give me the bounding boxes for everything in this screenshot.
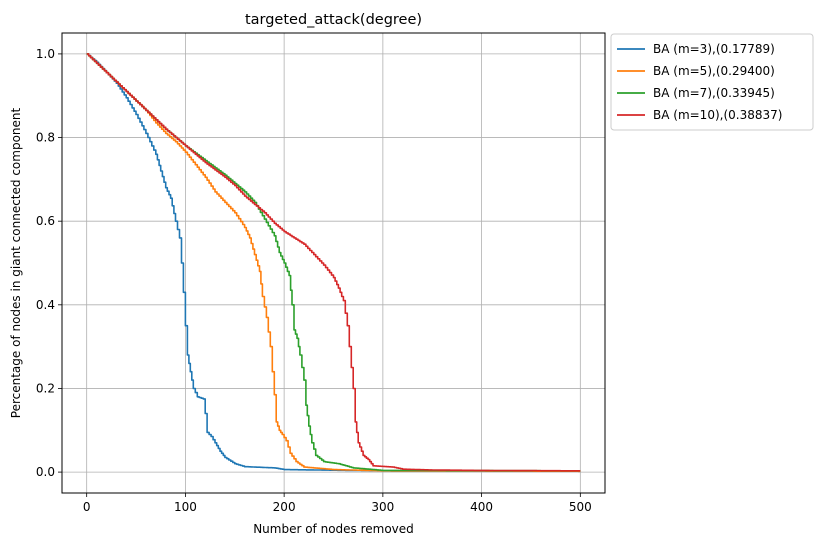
legend-label: BA (m=3),(0.17789) xyxy=(653,42,775,56)
x-tick-label: 100 xyxy=(174,500,197,514)
y-tick-label: 0.8 xyxy=(36,131,55,145)
legend-label: BA (m=10),(0.38837) xyxy=(653,108,782,122)
legend-label: BA (m=5),(0.29400) xyxy=(653,64,775,78)
x-tick-label: 400 xyxy=(470,500,493,514)
series-layer xyxy=(86,53,581,473)
y-tick-label: 0.4 xyxy=(36,298,55,312)
y-tick-label: 0.6 xyxy=(36,214,55,228)
y-tick-label: 0.0 xyxy=(36,465,55,479)
y-tick-label: 1.0 xyxy=(36,47,55,61)
x-tick-label: 500 xyxy=(569,500,592,514)
x-tick-label: 200 xyxy=(273,500,296,514)
legend: BA (m=3),(0.17789) BA (m=5),(0.29400) BA (… xyxy=(610,33,814,131)
x-tick-label: 0 xyxy=(83,500,91,514)
legend-label: BA (m=7),(0.33945) xyxy=(653,86,775,100)
y-tick-label: 0.2 xyxy=(36,381,55,395)
y-axis: 0.0 0.2 0.4 0.6 0.8 1.0 xyxy=(36,47,62,479)
legend-box xyxy=(610,33,814,131)
plot-frame xyxy=(61,32,606,494)
x-tick-label: 300 xyxy=(371,500,394,514)
x-axis-label: Number of nodes removed xyxy=(253,522,414,536)
chart-title: targeted_attack(degree) xyxy=(245,12,422,28)
y-axis-label: Percentage of nodes in giant connected c… xyxy=(9,107,23,418)
x-axis: 0 100 200 300 400 500 xyxy=(83,493,592,514)
series-line-4 xyxy=(86,53,581,472)
